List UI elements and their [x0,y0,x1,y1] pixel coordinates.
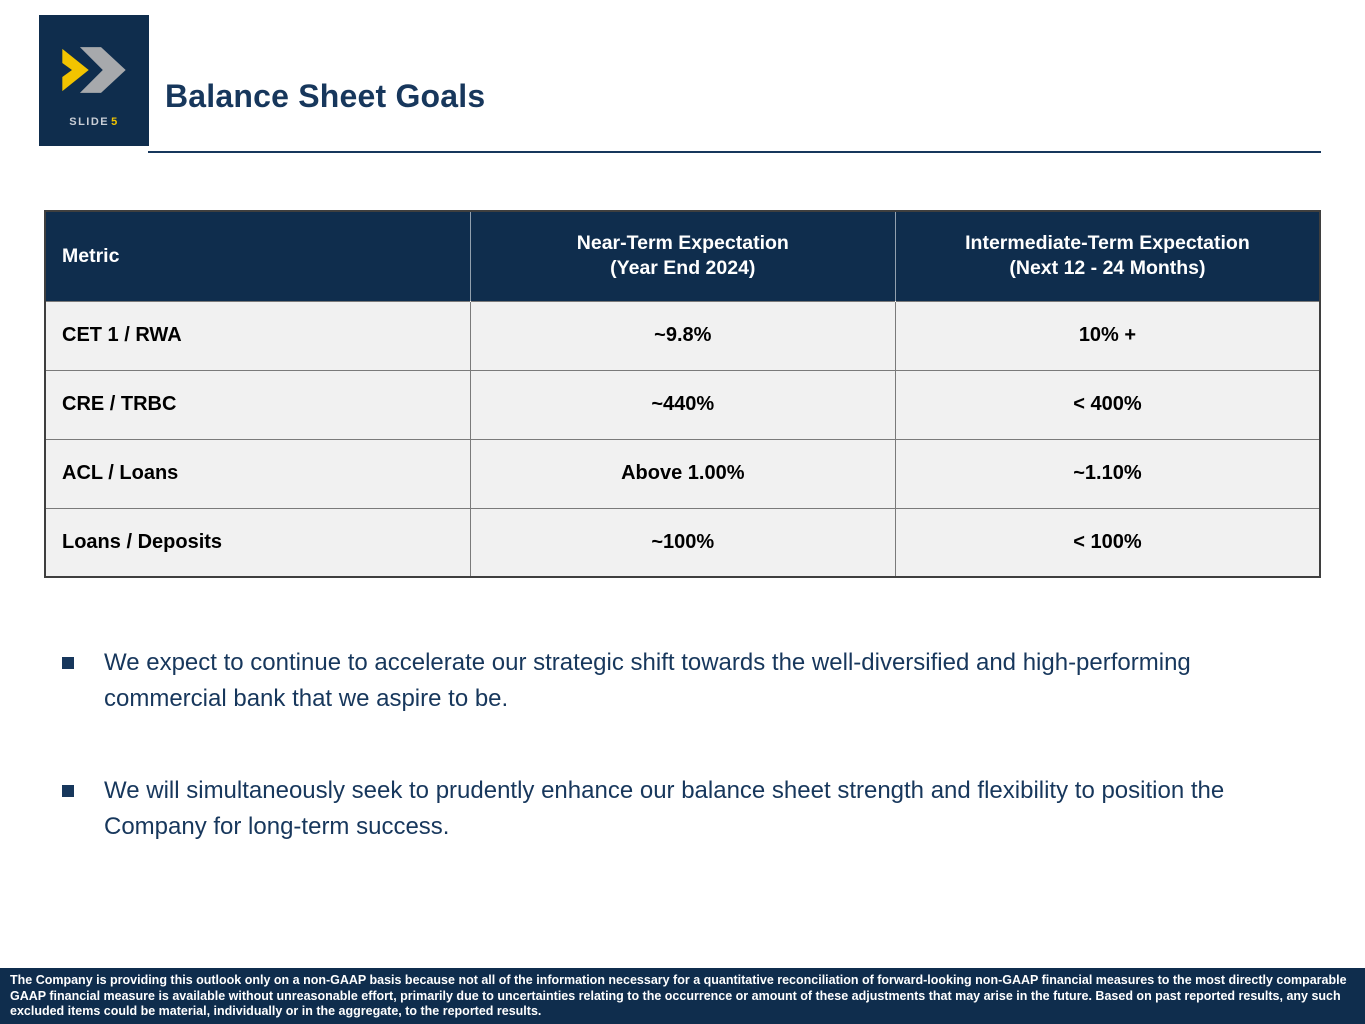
column-header-title: Near-Term Expectation [576,232,789,255]
column-header-near-term: Near-Term Expectation (Year End 2024) [470,211,896,301]
page-title: Balance Sheet Goals [165,78,486,114]
near-term-cell: Above 1.00% [469,438,896,509]
table-row: CRE / TRBC ~440% < 400% [44,369,1321,440]
bullet-square-icon [62,785,74,797]
company-logo: SLIDE 5 [40,16,148,145]
intermediate-term-cell: < 400% [894,369,1321,440]
logo-arrow-icon [62,47,126,93]
column-header-title: Intermediate-Term Expectation [965,232,1250,255]
slide-number-caption: SLIDE 5 [69,116,119,128]
table-row: ACL / Loans Above 1.00% ~1.10% [44,438,1321,509]
bullet-list: We expect to continue to accelerate our … [60,645,1292,901]
footer-disclaimer-text: The Company is providing this outlook on… [10,973,1347,1018]
near-term-cell: ~440% [469,369,896,440]
metric-cell: Loans / Deposits [44,507,471,578]
header-divider [148,151,1321,153]
intermediate-term-cell: 10% + [894,300,1321,371]
intermediate-term-cell: ~1.10% [894,438,1321,509]
bullet-item: We will simultaneously seek to prudently… [60,773,1292,845]
column-header-intermediate-term: Intermediate-Term Expectation (Next 12 -… [895,211,1320,301]
bullet-text: We expect to continue to accelerate our … [104,649,1191,712]
slide-label: SLIDE [69,116,110,128]
slide-number: 5 [111,116,119,128]
column-header-title: Metric [62,244,120,267]
near-term-cell: ~100% [469,507,896,578]
table-header-row: Metric Near-Term Expectation (Year End 2… [45,211,1320,301]
balance-sheet-goals-table: Metric Near-Term Expectation (Year End 2… [44,210,1321,578]
column-header-subtitle: (Year End 2024) [610,257,756,280]
footer-disclaimer-bar: The Company is providing this outlook on… [0,968,1365,1024]
metric-cell: ACL / Loans [44,438,471,509]
bullet-text: We will simultaneously seek to prudently… [104,777,1225,840]
table-row: CET 1 / RWA ~9.8% 10% + [44,300,1321,371]
column-header-metric: Metric [45,211,471,301]
column-header-subtitle: (Next 12 - 24 Months) [1009,257,1206,280]
metric-cell: CRE / TRBC [44,369,471,440]
metric-cell: CET 1 / RWA [44,300,471,371]
near-term-cell: ~9.8% [469,300,896,371]
intermediate-term-cell: < 100% [894,507,1321,578]
bullet-square-icon [62,657,74,669]
table-row: Loans / Deposits ~100% < 100% [44,507,1321,578]
bullet-item: We expect to continue to accelerate our … [60,645,1292,717]
